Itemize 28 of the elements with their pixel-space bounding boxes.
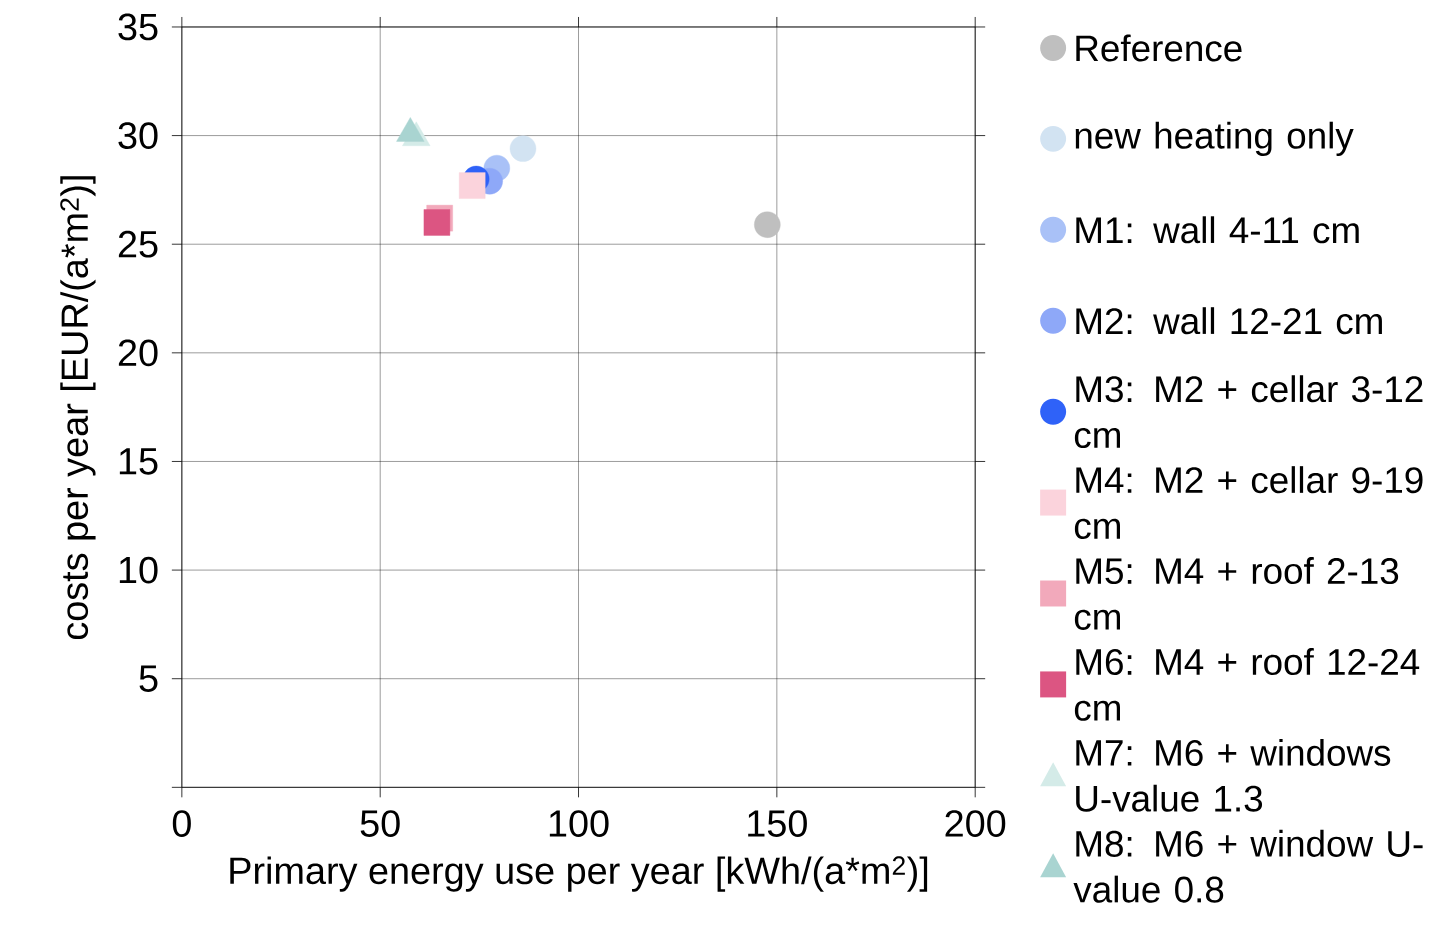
y-tick-label: 25: [118, 230, 158, 258]
y-tick-label: 20: [118, 339, 158, 367]
legend-label: M7: M6 + windows U-value 1.3: [1076, 738, 1391, 812]
legend-label: M1: wall 4-11 cm: [1076, 216, 1359, 244]
x-tick-label: 0: [172, 810, 191, 837]
x-axis-title: Primary energy use per year [kWh/(a*m$^{2}$)]: [230, 856, 928, 892]
legend-label: M8: M6 + window U-value 0.8: [1073, 829, 1423, 903]
y-tick-label: 5: [139, 665, 158, 692]
y-tick-label: 10: [119, 556, 158, 584]
x-tick-label: 200: [945, 810, 1006, 837]
legend-label: Reference: [1076, 34, 1242, 62]
legend-label: M4: M2 + cellar 9-19 cm: [1074, 466, 1423, 539]
point: [754, 211, 781, 238]
legend-label: M2: wall 12-21 cm: [1076, 307, 1382, 335]
point: [459, 172, 486, 199]
y-tick-label: 35: [118, 13, 158, 41]
legend-label: M3: M2 + cellar 3-12 cm: [1074, 375, 1423, 448]
point: [423, 209, 451, 236]
y-axis-title: costs per year [EUR/(a*m$^{2}$)]: [60, 176, 96, 640]
y-tick-label: 30: [118, 122, 158, 149]
legend-label: new heating only: [1075, 121, 1354, 156]
x-tick-label: 100: [549, 810, 609, 837]
x-tick-label: 150: [748, 810, 807, 837]
legend-label: M6: M4 + roof 12-24 cm: [1074, 647, 1420, 721]
legend-label: M5: M4 + roof 2-13 cm: [1074, 556, 1399, 630]
y-tick-label: 15: [119, 448, 158, 475]
point: [509, 135, 537, 162]
x-tick-label: 50: [360, 810, 400, 837]
